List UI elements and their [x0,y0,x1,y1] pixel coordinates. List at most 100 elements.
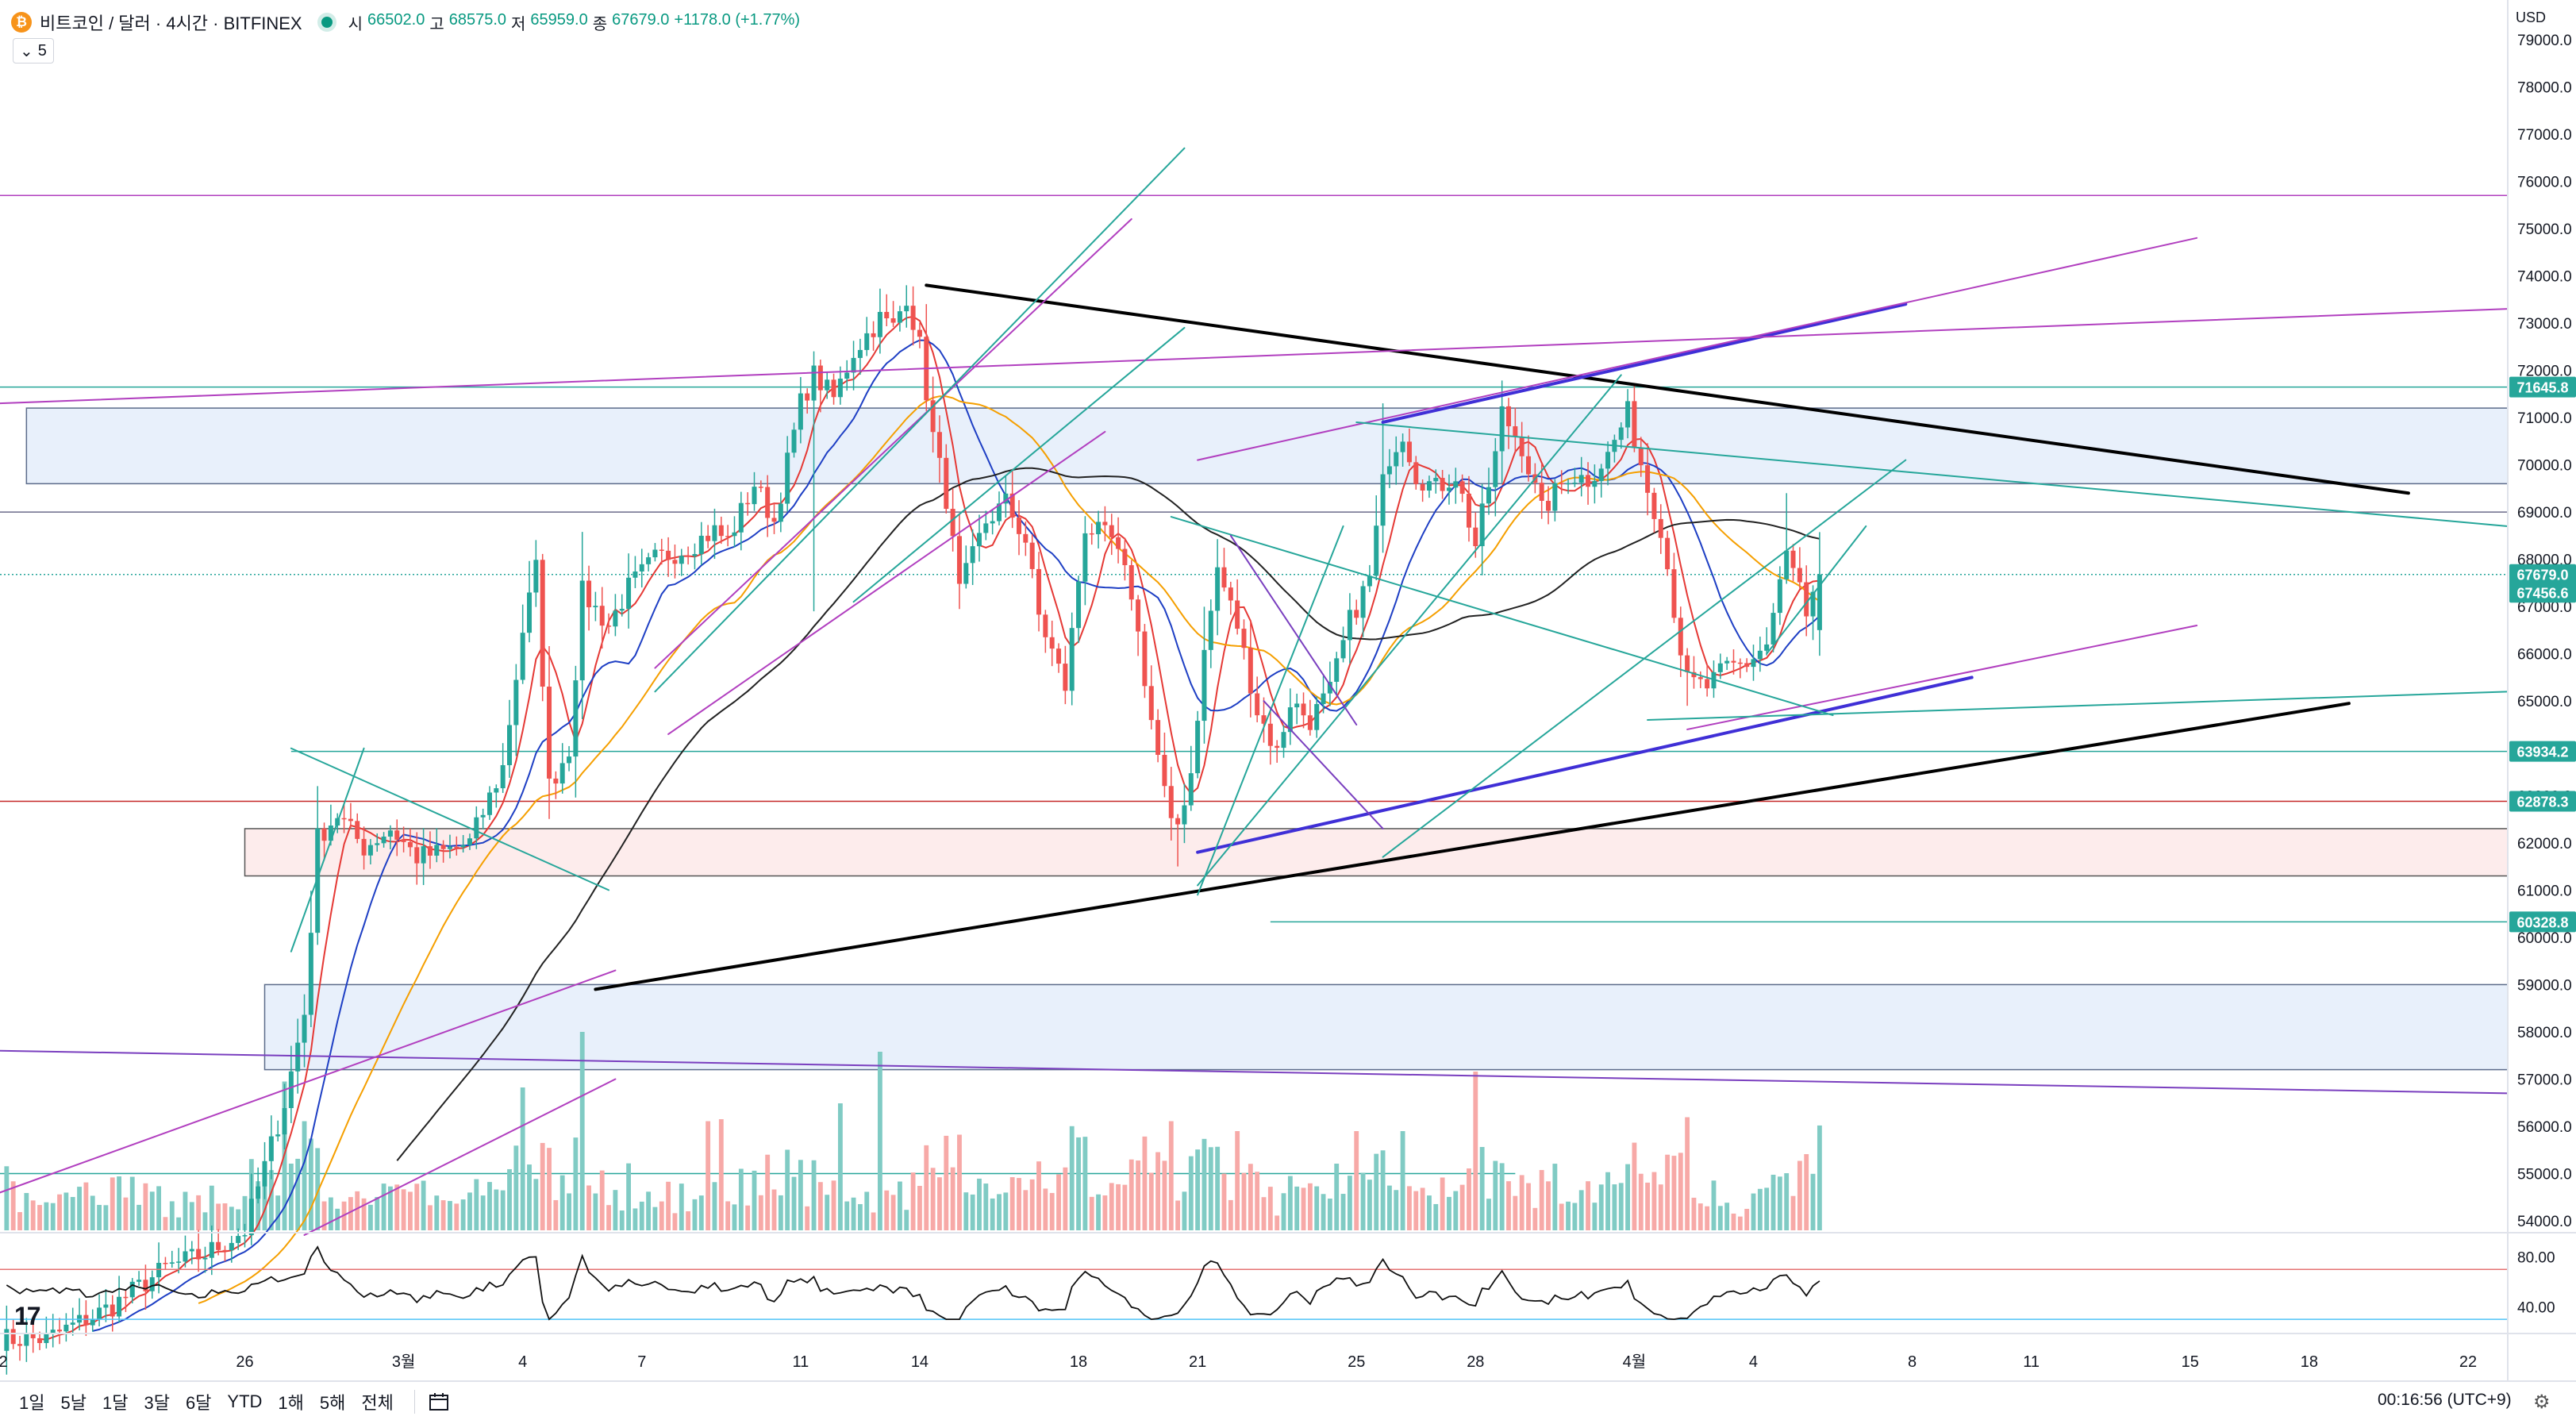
candle[interactable] [434,828,440,863]
trend-line[interactable] [1381,302,1908,424]
candle[interactable] [1572,468,1578,487]
range-1y-button[interactable]: 1해 [278,1393,304,1413]
candle[interactable] [990,509,995,535]
candle[interactable] [1017,500,1022,556]
candle[interactable] [1082,516,1088,606]
candle[interactable] [1651,487,1657,533]
candle[interactable] [288,1045,294,1123]
candle[interactable] [1228,581,1233,615]
candle[interactable] [1142,624,1148,699]
candle[interactable] [1340,626,1346,663]
candle[interactable] [1493,437,1498,517]
candle[interactable] [527,560,533,643]
trend-line[interactable] [1229,534,1358,725]
candle[interactable] [1671,552,1677,623]
candle[interactable] [1466,475,1471,542]
candle[interactable] [1241,619,1247,660]
candle[interactable] [1539,464,1544,519]
candle[interactable] [1215,539,1221,636]
trend-line[interactable] [667,430,1106,735]
candle[interactable] [586,565,592,631]
candle[interactable] [474,806,479,849]
candle[interactable] [44,1316,49,1349]
candle[interactable] [765,475,771,537]
candle[interactable] [632,556,638,588]
candle[interactable] [1301,692,1306,729]
candle[interactable] [936,415,942,483]
candle[interactable] [738,491,744,551]
range-ytd-button[interactable]: YTD [227,1391,263,1411]
candle[interactable] [242,1223,248,1248]
candle[interactable] [1658,504,1663,554]
trend-line[interactable] [290,747,365,953]
candle[interactable] [229,1236,234,1263]
candle[interactable] [897,306,902,332]
candle[interactable] [70,1307,75,1336]
candle[interactable] [315,786,321,945]
candle[interactable] [1625,389,1631,439]
trend-line[interactable] [852,326,1186,603]
candle[interactable] [83,1300,89,1337]
candle[interactable] [513,664,519,756]
range-1m-button[interactable]: 1달 [102,1393,129,1413]
candle[interactable] [1374,495,1379,581]
candle[interactable] [103,1288,109,1322]
candle[interactable] [1506,398,1512,449]
candle[interactable] [1261,697,1267,743]
candle[interactable] [1519,421,1524,473]
candle[interactable] [758,480,763,493]
candle[interactable] [1168,767,1174,841]
candle[interactable] [745,492,751,516]
candle[interactable] [90,1309,95,1332]
candle[interactable] [1479,483,1485,575]
candle[interactable] [520,604,525,684]
candle[interactable] [1685,648,1690,706]
candle[interactable] [785,436,790,512]
candle[interactable] [851,341,856,391]
candle[interactable] [1678,606,1683,677]
trend-line[interactable] [1196,675,1974,854]
candle[interactable] [24,1318,29,1362]
candle[interactable] [1486,468,1491,515]
candle[interactable] [1128,560,1134,611]
candle[interactable] [1618,422,1624,449]
trend-line[interactable] [594,702,2351,991]
candle[interactable] [1717,653,1723,679]
range-6m-button[interactable]: 6달 [185,1393,212,1413]
trend-line[interactable] [0,1049,2509,1095]
candle[interactable] [778,492,783,533]
candle[interactable] [1513,407,1518,452]
candle[interactable] [1413,456,1419,490]
candle[interactable] [1526,435,1532,482]
range-all-button[interactable]: 전체 [361,1393,394,1413]
candle[interactable] [712,508,717,560]
trend-line[interactable] [303,1078,617,1236]
candle[interactable] [613,594,618,637]
candle[interactable] [1208,599,1213,668]
trend-lines-layer[interactable] [0,147,2509,1236]
candle[interactable] [844,360,850,391]
candle[interactable] [467,833,472,850]
candle[interactable] [196,1230,202,1272]
candle[interactable] [222,1245,228,1262]
candle[interactable] [917,322,922,348]
candle[interactable] [579,532,585,720]
candle[interactable] [1744,658,1750,672]
candle[interactable] [1446,474,1451,505]
candle[interactable] [811,351,817,612]
candle[interactable] [857,338,863,375]
candles-layer[interactable] [4,285,1822,1375]
candle[interactable] [1731,649,1736,675]
candle[interactable] [1321,675,1326,714]
candle[interactable] [1817,532,1822,656]
candle[interactable] [983,510,989,541]
candle[interactable] [1697,671,1703,688]
candle[interactable] [1790,544,1796,582]
time-axis[interactable]: 2 26 3월 4 7 11 14 18 21 25 28 4월 4 8 11 15 18 22 [0,1353,2576,1382]
candle[interactable] [361,826,367,870]
candle[interactable] [1433,469,1439,494]
gear-icon[interactable]: ⚙ [2533,1391,2551,1413]
candle[interactable] [1354,599,1359,625]
candle[interactable] [626,553,632,629]
candle[interactable] [1036,552,1042,632]
